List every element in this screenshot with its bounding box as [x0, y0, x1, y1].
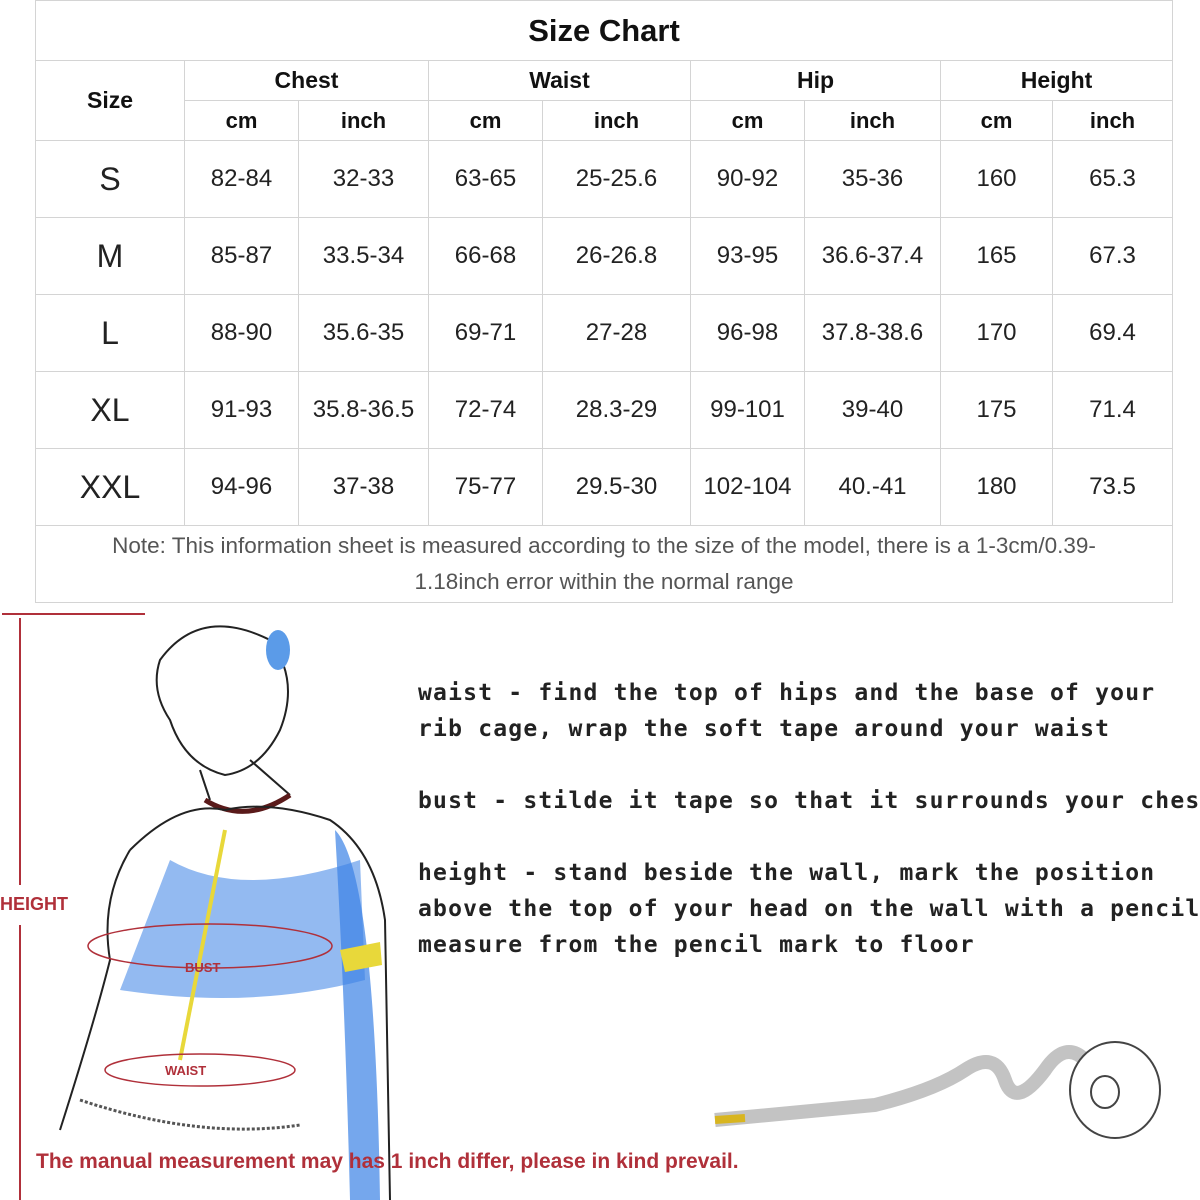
size-cell: XXL	[35, 448, 185, 526]
height-label: HEIGHT	[0, 894, 69, 914]
value-cell: 71.4	[1051, 371, 1174, 449]
table-row: L 88-90 35.6-35 69-71 27-28 96-98 37.8-38.6 170…	[35, 294, 1174, 372]
table-row: S 82-84 32-33 63-65 25-25.6 90-92 35-36 160 65.3	[35, 140, 1174, 218]
value-cell: 82-84	[184, 140, 299, 218]
value-cell: 37.8-38.6	[804, 294, 941, 372]
waist-label: WAIST	[165, 1063, 206, 1078]
value-cell: 28.3-29	[542, 371, 691, 449]
unit-header: cm	[690, 100, 805, 141]
instruction-line: rib cage, wrap the soft tape around your…	[418, 716, 1111, 742]
value-cell: 180	[940, 448, 1053, 526]
unit-header: inch	[542, 100, 691, 141]
unit-header: cm	[184, 100, 299, 141]
value-cell: 160	[940, 140, 1053, 218]
value-cell: 73.5	[1051, 448, 1174, 526]
value-cell: 65.3	[1051, 140, 1174, 218]
value-cell: 26-26.8	[542, 217, 691, 295]
instruction-line: above the top of your head on the wall w…	[418, 896, 1200, 922]
value-cell: 72-74	[428, 371, 543, 449]
value-cell: 102-104	[690, 448, 805, 526]
value-cell: 29.5-30	[542, 448, 691, 526]
value-cell: 37-38	[298, 448, 429, 526]
value-cell: 33.5-34	[298, 217, 429, 295]
group-header: Hip	[690, 60, 941, 101]
bust-label: BUST	[185, 960, 220, 975]
unit-header: inch	[1051, 100, 1174, 141]
group-header: Chest	[184, 60, 429, 101]
size-header: Size	[35, 60, 185, 141]
value-cell: 94-96	[184, 448, 299, 526]
size-cell: L	[35, 294, 185, 372]
body-illustration: BUST WAIST	[2, 613, 391, 1200]
value-cell: 99-101	[690, 371, 805, 449]
value-cell: 93-95	[690, 217, 805, 295]
instruction-line: measure from the pencil mark to floor	[418, 932, 975, 958]
instruction-line: waist - find the top of hips and the bas…	[418, 680, 1156, 706]
value-cell: 96-98	[690, 294, 805, 372]
value-cell: 25-25.6	[542, 140, 691, 218]
value-cell: 27-28	[542, 294, 691, 372]
value-cell: 90-92	[690, 140, 805, 218]
value-cell: 66-68	[428, 217, 543, 295]
unit-header: inch	[804, 100, 941, 141]
value-cell: 69.4	[1051, 294, 1174, 372]
value-cell: 75-77	[428, 448, 543, 526]
unit-header: inch	[298, 100, 429, 141]
value-cell: 32-33	[298, 140, 429, 218]
size-chart-table: Size Chart Size Chest Waist Hip Height c…	[34, 0, 1174, 603]
value-cell: 91-93	[184, 371, 299, 449]
group-header: Waist	[428, 60, 691, 101]
instruction-line: bust - stilde it tape so that it surroun…	[418, 788, 1200, 814]
chart-title: Size Chart	[34, 0, 1174, 61]
size-cell: XL	[35, 371, 185, 449]
value-cell: 69-71	[428, 294, 543, 372]
size-cell: M	[35, 217, 185, 295]
value-cell: 85-87	[184, 217, 299, 295]
value-cell: 175	[940, 371, 1053, 449]
value-cell: 35.6-35	[298, 294, 429, 372]
instruction-line: height - stand beside the wall, mark the…	[418, 860, 1156, 886]
unit-header: cm	[940, 100, 1053, 141]
value-cell: 40.-41	[804, 448, 941, 526]
unit-header: cm	[428, 100, 543, 141]
value-cell: 165	[940, 217, 1053, 295]
value-cell: 88-90	[184, 294, 299, 372]
value-cell: 39-40	[804, 371, 941, 449]
value-cell: 35-36	[804, 140, 941, 218]
table-row: XXL 94-96 37-38 75-77 29.5-30 102-104 40.-41 18…	[35, 448, 1174, 526]
value-cell: 170	[940, 294, 1053, 372]
note-text: Note: This information sheet is measured…	[34, 525, 1174, 603]
table-row: XL 91-93 35.8-36.5 72-74 28.3-29 99-101 39-40 1…	[35, 371, 1174, 449]
value-cell: 35.8-36.5	[298, 371, 429, 449]
value-cell: 67.3	[1051, 217, 1174, 295]
group-header: Height	[939, 60, 1174, 101]
measurement-warning: The manual measurement may has 1 inch di…	[36, 1150, 739, 1173]
value-cell: 36.6-37.4	[804, 217, 941, 295]
table-row: M 85-87 33.5-34 66-68 26-26.8 93-95 36.6-37.4 1…	[35, 217, 1174, 295]
measuring-tape-icon	[714, 1041, 1161, 1139]
size-cell: S	[35, 140, 185, 218]
value-cell: 63-65	[428, 140, 543, 218]
